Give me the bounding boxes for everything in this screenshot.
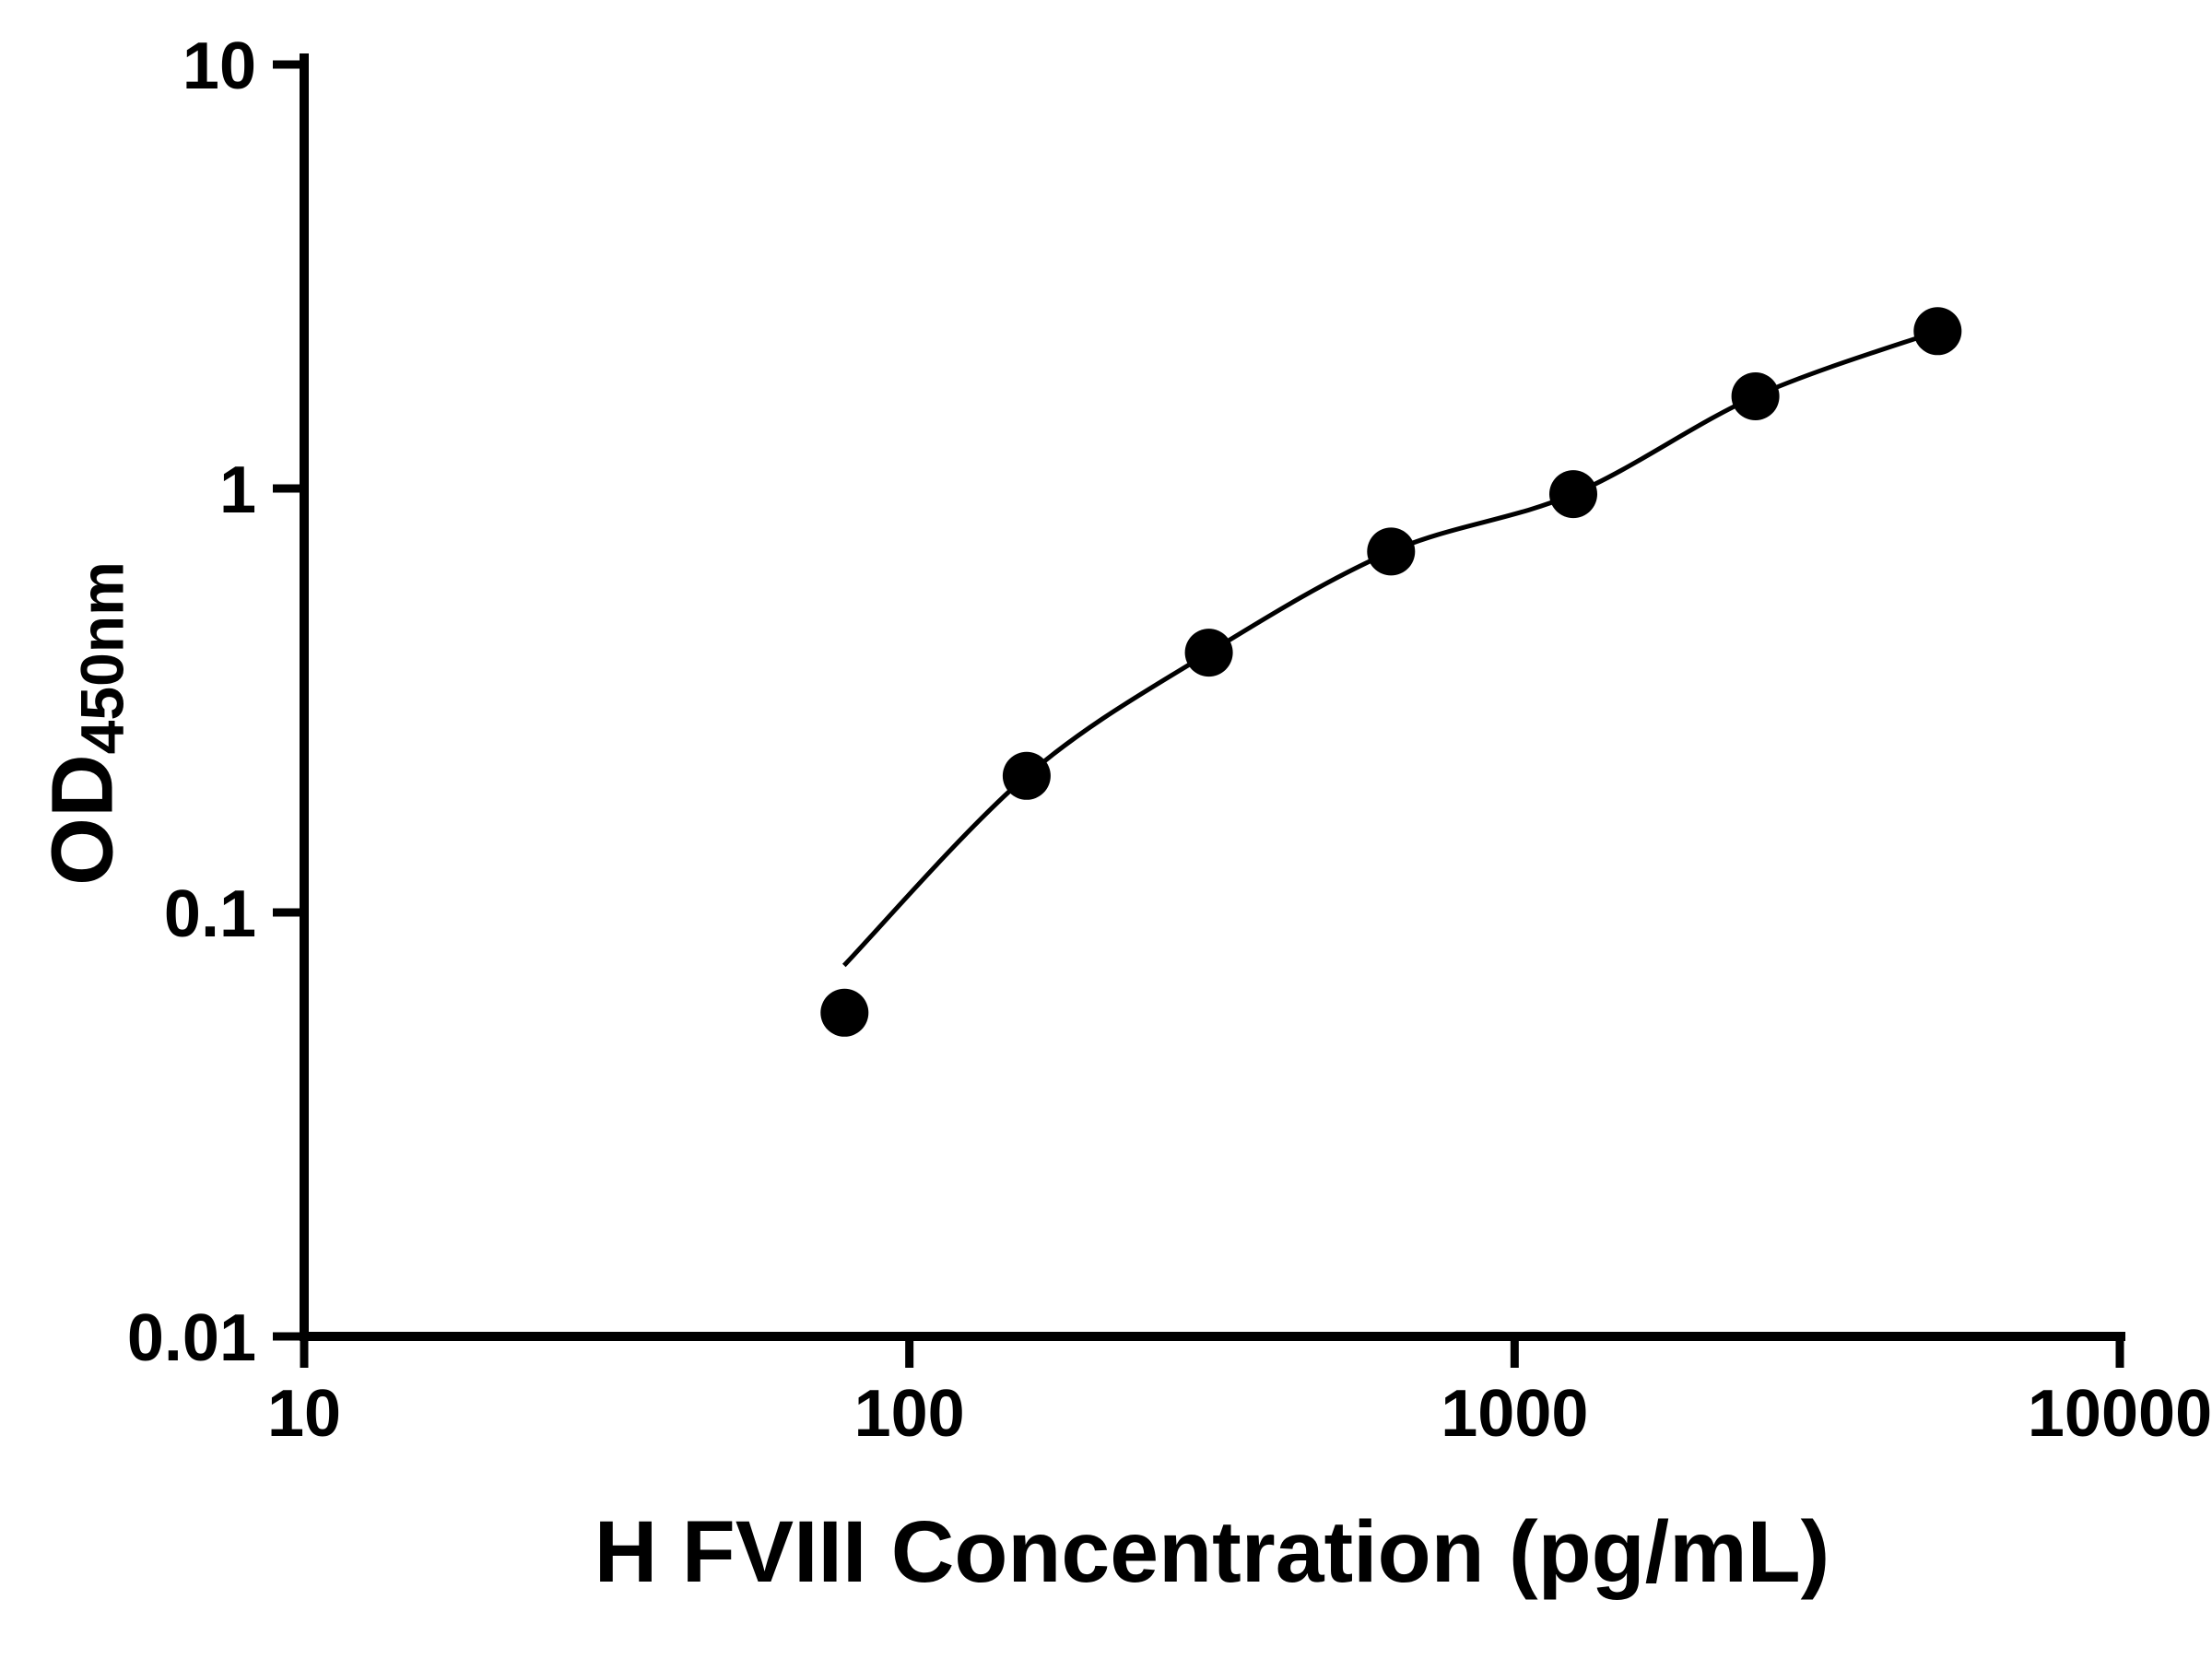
x-tick-label: 10	[267, 1377, 341, 1451]
data-point	[1549, 470, 1597, 519]
axis-spine	[300, 53, 2125, 1341]
y-axis-title-main: OD	[33, 754, 132, 886]
y-tick-label: 1	[219, 453, 256, 527]
data-point	[1731, 372, 1780, 420]
x-axis-title: H FVIII Concentration (pg/mL)	[594, 1503, 1830, 1601]
fit-curve	[841, 328, 1939, 968]
x-tick-label: 10000	[2028, 1377, 2212, 1451]
data-point	[820, 988, 869, 1037]
y-tick-label: 0.1	[164, 877, 256, 951]
data-point	[1913, 307, 1962, 356]
y-axis-title-subscript: 450nm	[67, 561, 136, 755]
y-tick-label: 0.01	[127, 1301, 256, 1375]
y-tick-label: 10	[182, 29, 256, 103]
data-point	[1184, 629, 1233, 677]
y-axis-title: OD450nm	[33, 561, 136, 886]
data-point	[1002, 751, 1051, 800]
data-point	[1367, 527, 1416, 576]
x-tick-label: 100	[854, 1377, 965, 1451]
x-tick-label: 1000	[1441, 1377, 1588, 1451]
